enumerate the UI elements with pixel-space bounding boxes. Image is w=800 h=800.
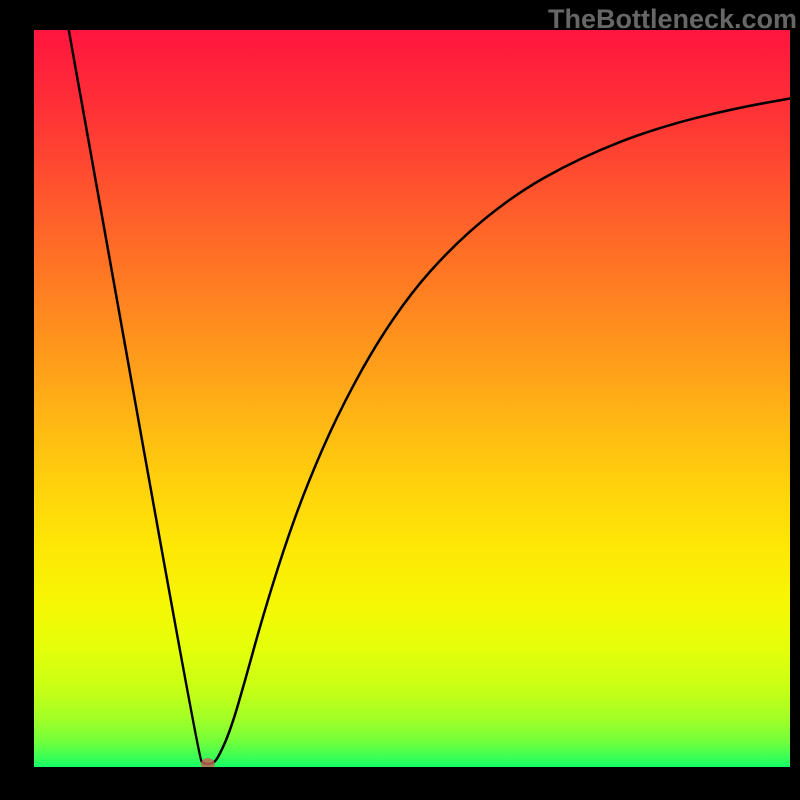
chart-frame: TheBottleneck.com — [0, 0, 800, 800]
watermark-text: TheBottleneck.com — [548, 4, 797, 35]
bottleneck-curve — [69, 30, 790, 764]
curve-layer — [34, 30, 790, 767]
plot-area — [34, 30, 790, 767]
optimal-point-marker — [201, 758, 215, 767]
